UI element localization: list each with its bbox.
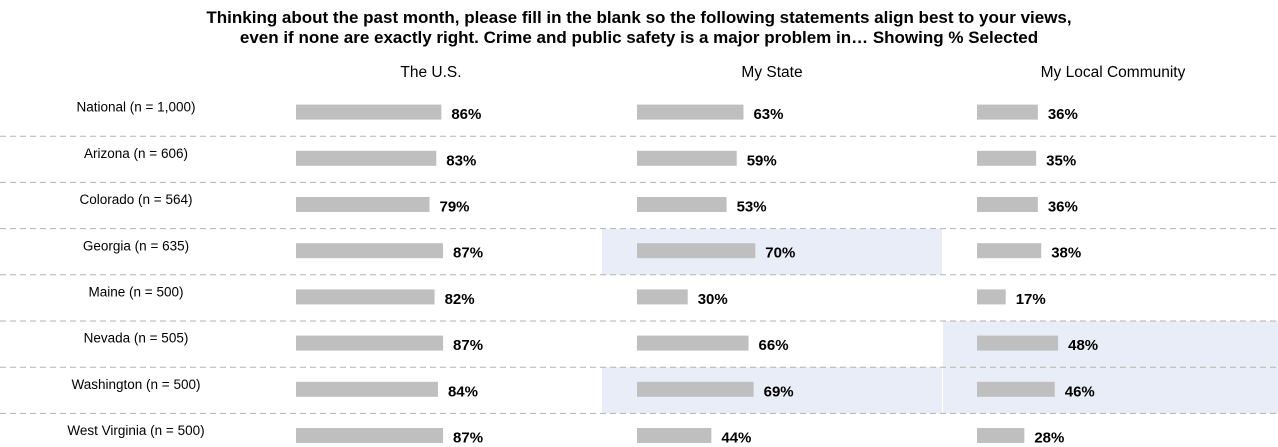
value-label: 86%: [451, 106, 481, 123]
column-header-us: The U.S.: [400, 64, 462, 81]
value-label: 87%: [453, 245, 483, 262]
value-label: 30%: [698, 291, 728, 308]
bar: [637, 150, 737, 166]
chart-title-line-1: Thinking about the past month, please fi…: [206, 8, 1072, 27]
row-label: Georgia (n = 635): [83, 238, 189, 253]
row-label: Washington (n = 500): [72, 377, 201, 392]
value-label: 53%: [737, 198, 767, 215]
value-label: 46%: [1065, 383, 1095, 400]
bar: [977, 150, 1037, 166]
bar: [977, 381, 1055, 397]
row-label: Nevada (n = 505): [84, 331, 189, 346]
bar: [637, 289, 688, 305]
bar: [977, 197, 1038, 212]
bar: [977, 428, 1025, 443]
value-label: 36%: [1048, 106, 1078, 123]
bar: [296, 428, 444, 443]
chart-title: Thinking about the past month, please fi…: [0, 8, 1278, 48]
bar: [637, 335, 749, 351]
value-label: 66%: [759, 337, 789, 354]
bar: [296, 335, 444, 351]
value-label: 63%: [753, 106, 783, 123]
bar: [977, 104, 1038, 120]
bar: [296, 150, 437, 166]
value-label: 87%: [453, 337, 483, 354]
row-label: National (n = 1,000): [77, 100, 196, 115]
bar: [637, 381, 754, 397]
row-label: Maine (n = 500): [89, 284, 184, 299]
value-label: 35%: [1046, 152, 1076, 169]
bar: [977, 335, 1059, 351]
chart-title-line-2: even if none are exactly right. Crime an…: [239, 28, 1039, 47]
column-header-local: My Local Community: [1040, 64, 1186, 81]
value-label: 48%: [1068, 337, 1098, 354]
value-label: 36%: [1048, 198, 1078, 215]
value-label: 83%: [446, 152, 476, 169]
value-label: 38%: [1051, 245, 1081, 262]
bar: [296, 243, 444, 259]
bar: [637, 197, 727, 212]
bar: [977, 243, 1042, 259]
bar: [296, 197, 430, 212]
bar: [296, 381, 438, 397]
value-label: 84%: [448, 383, 478, 400]
bar: [637, 243, 756, 259]
value-label: 79%: [440, 198, 470, 215]
value-label: 82%: [445, 291, 475, 308]
bar: [977, 289, 1006, 305]
value-label: 44%: [721, 429, 751, 446]
value-label: 87%: [453, 429, 483, 446]
column-header-state: My State: [741, 64, 803, 81]
bar: [296, 104, 442, 120]
value-label: 17%: [1016, 291, 1046, 308]
row-label: Colorado (n = 564): [80, 192, 193, 207]
bar: [296, 289, 435, 305]
value-label: 28%: [1034, 429, 1064, 446]
value-label: 59%: [747, 152, 777, 169]
value-label: 69%: [764, 383, 794, 400]
value-label: 70%: [765, 245, 795, 262]
bar: [637, 428, 712, 443]
bar: [637, 104, 744, 120]
row-label: West Virginia (n = 500): [67, 423, 204, 438]
row-label: Arizona (n = 606): [84, 146, 188, 161]
